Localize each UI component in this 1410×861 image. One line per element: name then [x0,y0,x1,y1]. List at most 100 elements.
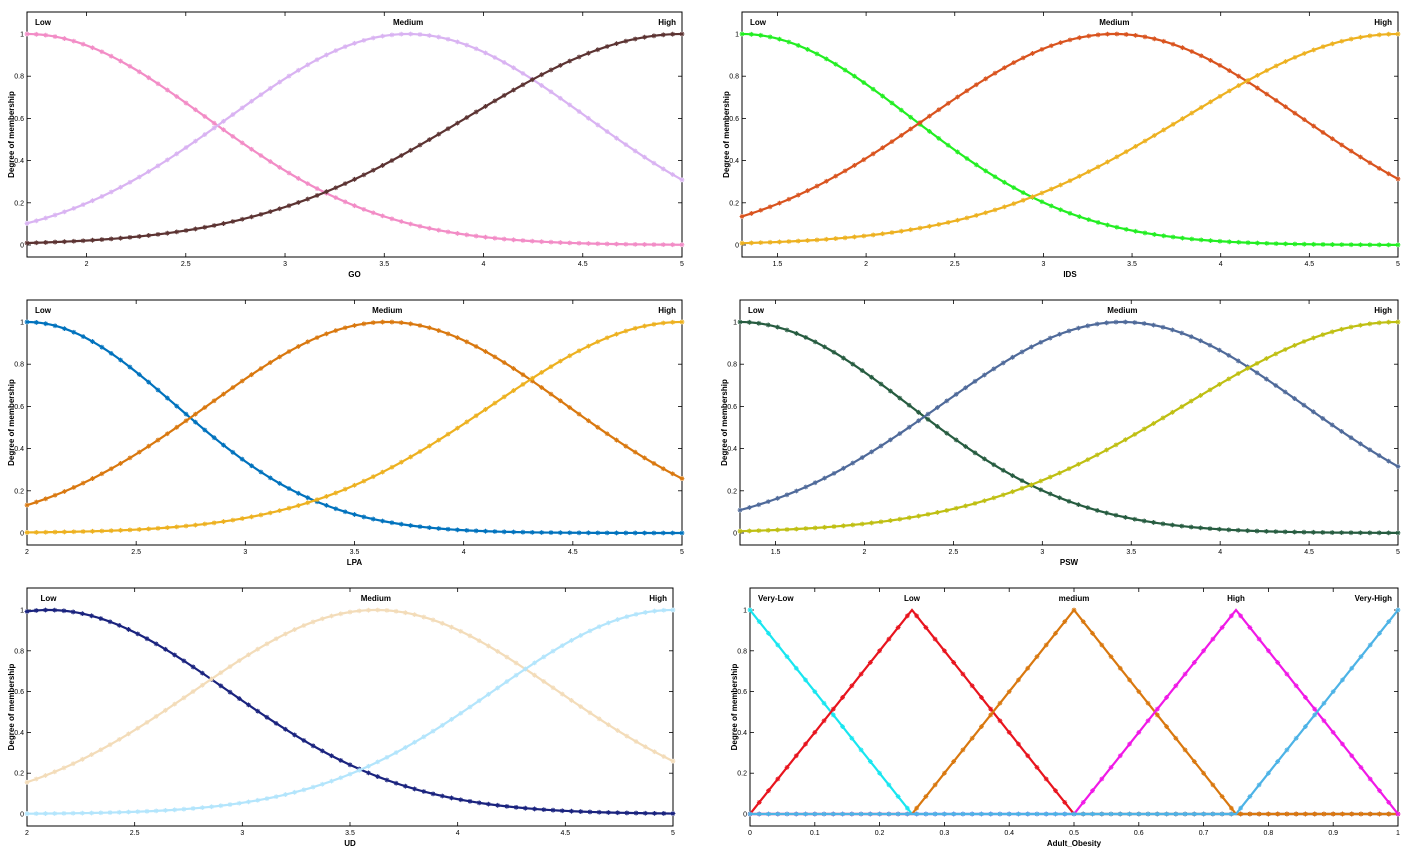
data-point [983,76,989,82]
data-point [1105,159,1110,165]
data-point [492,235,498,241]
data-point [52,212,58,218]
data-point [264,796,270,801]
data-point [126,731,131,737]
data-point [1321,811,1327,817]
data-point [812,525,818,531]
x-tick-label: 2.5 [130,830,140,837]
data-point [356,767,362,773]
data-point [1154,706,1160,712]
data-point [1170,327,1175,333]
data-point [539,370,545,375]
series-very-low [747,607,1401,817]
data-point [586,115,591,121]
data-point [1123,32,1129,37]
data-point [1348,324,1354,330]
data-point [1273,351,1279,357]
x-tick-label: 1 [1396,830,1400,837]
data-point [1358,811,1364,817]
data-point [324,189,329,195]
data-point [467,633,473,639]
data-point [823,178,829,184]
data-point [483,234,488,240]
data-point [660,242,666,248]
data-point [1349,665,1355,671]
data-point [670,607,676,613]
data-point [1321,700,1327,706]
data-point [333,328,339,333]
data-point [116,736,122,742]
data-point [211,223,217,228]
y-axis-title: Degree of membership [730,664,739,751]
data-point [869,520,874,526]
data-point [748,211,754,216]
data-point [812,480,818,486]
data-point [174,151,180,157]
data-point [1339,38,1345,44]
data-point [1312,811,1318,817]
data-point [997,811,1003,817]
series-low [737,319,1401,536]
data-point [587,628,593,634]
data-point [651,160,657,166]
data-point [1062,619,1068,625]
data-point [108,528,114,534]
data-point [888,388,893,394]
data-point [1164,811,1169,817]
data-point [473,413,479,419]
data-point [1386,811,1392,817]
data-point [370,320,376,326]
data-point [1238,613,1244,619]
y-tick-label: 1 [20,608,24,615]
data-point [1367,160,1373,166]
series-low [739,31,1401,248]
data-point [513,804,519,810]
data-point [230,133,236,139]
data-point [193,138,198,144]
data-point [264,641,270,647]
mf-label: Medium [393,18,423,27]
data-point [812,689,818,694]
data-point [842,67,848,73]
data-point [1058,40,1064,45]
mf-label: Low [35,18,52,27]
data-point [1217,62,1223,68]
data-point [895,625,901,630]
data-point [52,529,58,535]
data-point [90,237,95,243]
data-point [833,173,839,179]
series-line [26,320,682,535]
data-point [239,516,245,521]
data-point [606,722,611,728]
data-point [445,126,451,132]
data-point [944,508,950,513]
data-point [464,42,470,48]
data-point [43,773,48,778]
data-point [417,449,423,454]
data-point [1062,811,1068,817]
data-point [833,236,839,241]
data-point [1264,68,1270,73]
data-point [1282,347,1288,352]
chart-panel-5: 2 2.5 3 3.5 4 4.5 5 0 0.2 0.4 0.6 0.8 1 UD Degree of m… [7,587,676,848]
data-point [408,147,414,153]
data-point [370,35,376,41]
data-point [775,642,781,648]
data-point [258,512,264,518]
data-point [43,496,49,502]
data-point [992,174,998,180]
data-point [1104,320,1109,326]
data-point [136,234,142,239]
data-point [127,455,133,461]
data-point [786,239,792,244]
data-point [1284,747,1290,753]
mf-label: High [1374,306,1392,315]
data-point [1303,695,1308,700]
data-point [1076,214,1082,220]
series-line [741,32,1399,218]
data-point [1170,234,1176,240]
data-point [436,227,442,233]
data-point [1348,148,1354,154]
data-point [380,319,385,325]
data-point [90,528,95,534]
